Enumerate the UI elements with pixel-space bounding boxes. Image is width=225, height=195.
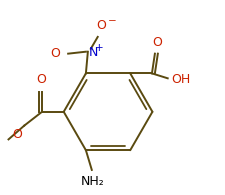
Text: +: + <box>94 43 103 53</box>
Text: −: − <box>107 16 116 26</box>
Text: O: O <box>151 36 161 49</box>
Text: OH: OH <box>171 73 190 86</box>
Text: O: O <box>50 47 60 60</box>
Text: O: O <box>96 19 106 32</box>
Text: NH₂: NH₂ <box>81 175 104 188</box>
Text: O: O <box>12 128 22 141</box>
Text: O: O <box>36 73 46 86</box>
Text: N: N <box>88 46 98 59</box>
